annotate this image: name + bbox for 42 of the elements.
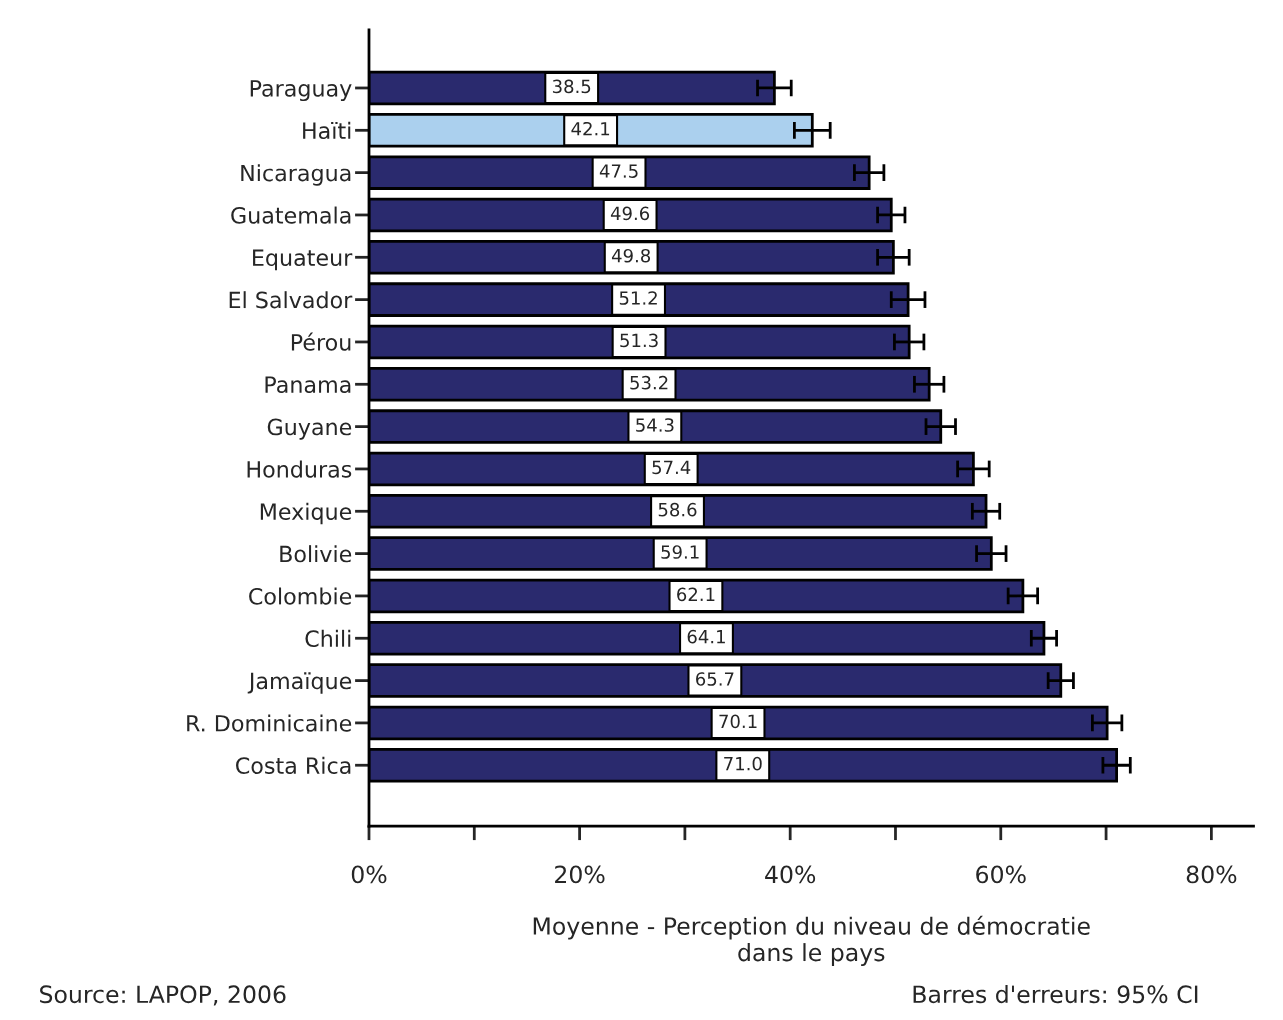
y-tick-label: Mexique xyxy=(260,502,352,525)
x-tick-label: 80% xyxy=(1186,865,1237,884)
y-tick-label: Guatemala xyxy=(231,206,351,224)
y-tick-label: Haïti xyxy=(303,121,351,140)
y-tick-label: Colombie xyxy=(249,587,352,605)
x-tick-label: 60% xyxy=(976,865,1026,884)
x-tick-label: 0% xyxy=(351,865,387,884)
data-label: 49.8 xyxy=(611,248,651,263)
x-tick-label: 40% xyxy=(765,865,816,884)
data-label: 64.1 xyxy=(687,629,725,644)
y-tick-label: Paraguay xyxy=(250,80,352,102)
y-tick-label: Guyane xyxy=(267,418,352,440)
y-tick-label: Nicaragua xyxy=(241,164,351,186)
y-tick-label: Jamaïque xyxy=(247,672,352,694)
y-tick-label: Panama xyxy=(265,376,351,394)
data-label: 57.4 xyxy=(652,460,691,475)
data-label: 42.1 xyxy=(571,121,610,136)
data-label: 58.6 xyxy=(658,502,697,517)
data-label: 47.5 xyxy=(599,164,638,178)
data-label: 54.3 xyxy=(636,418,674,432)
y-tick-label: R. Dominicaine xyxy=(187,714,352,732)
source-note: Source: LAPOP, 2006 xyxy=(40,985,286,1006)
data-label: 51.2 xyxy=(619,291,657,305)
y-tick-label: El Salvador xyxy=(229,291,353,309)
data-label: 70.1 xyxy=(719,714,757,729)
x-tick-label: 20% xyxy=(555,865,605,884)
text: Barres d'erreurs: 95% CI xyxy=(913,984,1198,1004)
data-label: 62.1 xyxy=(677,587,715,602)
data-label: 71.0 xyxy=(724,756,762,771)
y-tick-label: Chili xyxy=(305,629,351,648)
data-label: 53.2 xyxy=(630,375,668,390)
data-label: 51.3 xyxy=(620,333,658,348)
y-tick-label: Honduras xyxy=(247,460,352,478)
data-label: 49.6 xyxy=(610,206,650,221)
y-tick-label: Pérou xyxy=(291,332,351,351)
y-tick-label: Bolivie xyxy=(280,545,352,563)
data-label: 38.5 xyxy=(552,79,591,94)
y-tick-label: Equateur xyxy=(253,249,353,271)
data-label: 65.7 xyxy=(696,672,734,686)
x-axis-title: Moyenne - Perception du niveau de démocratie dans le pays xyxy=(533,915,1090,966)
y-tick-label: Costa Rica xyxy=(236,756,351,774)
data-label: 59.1 xyxy=(661,545,699,559)
